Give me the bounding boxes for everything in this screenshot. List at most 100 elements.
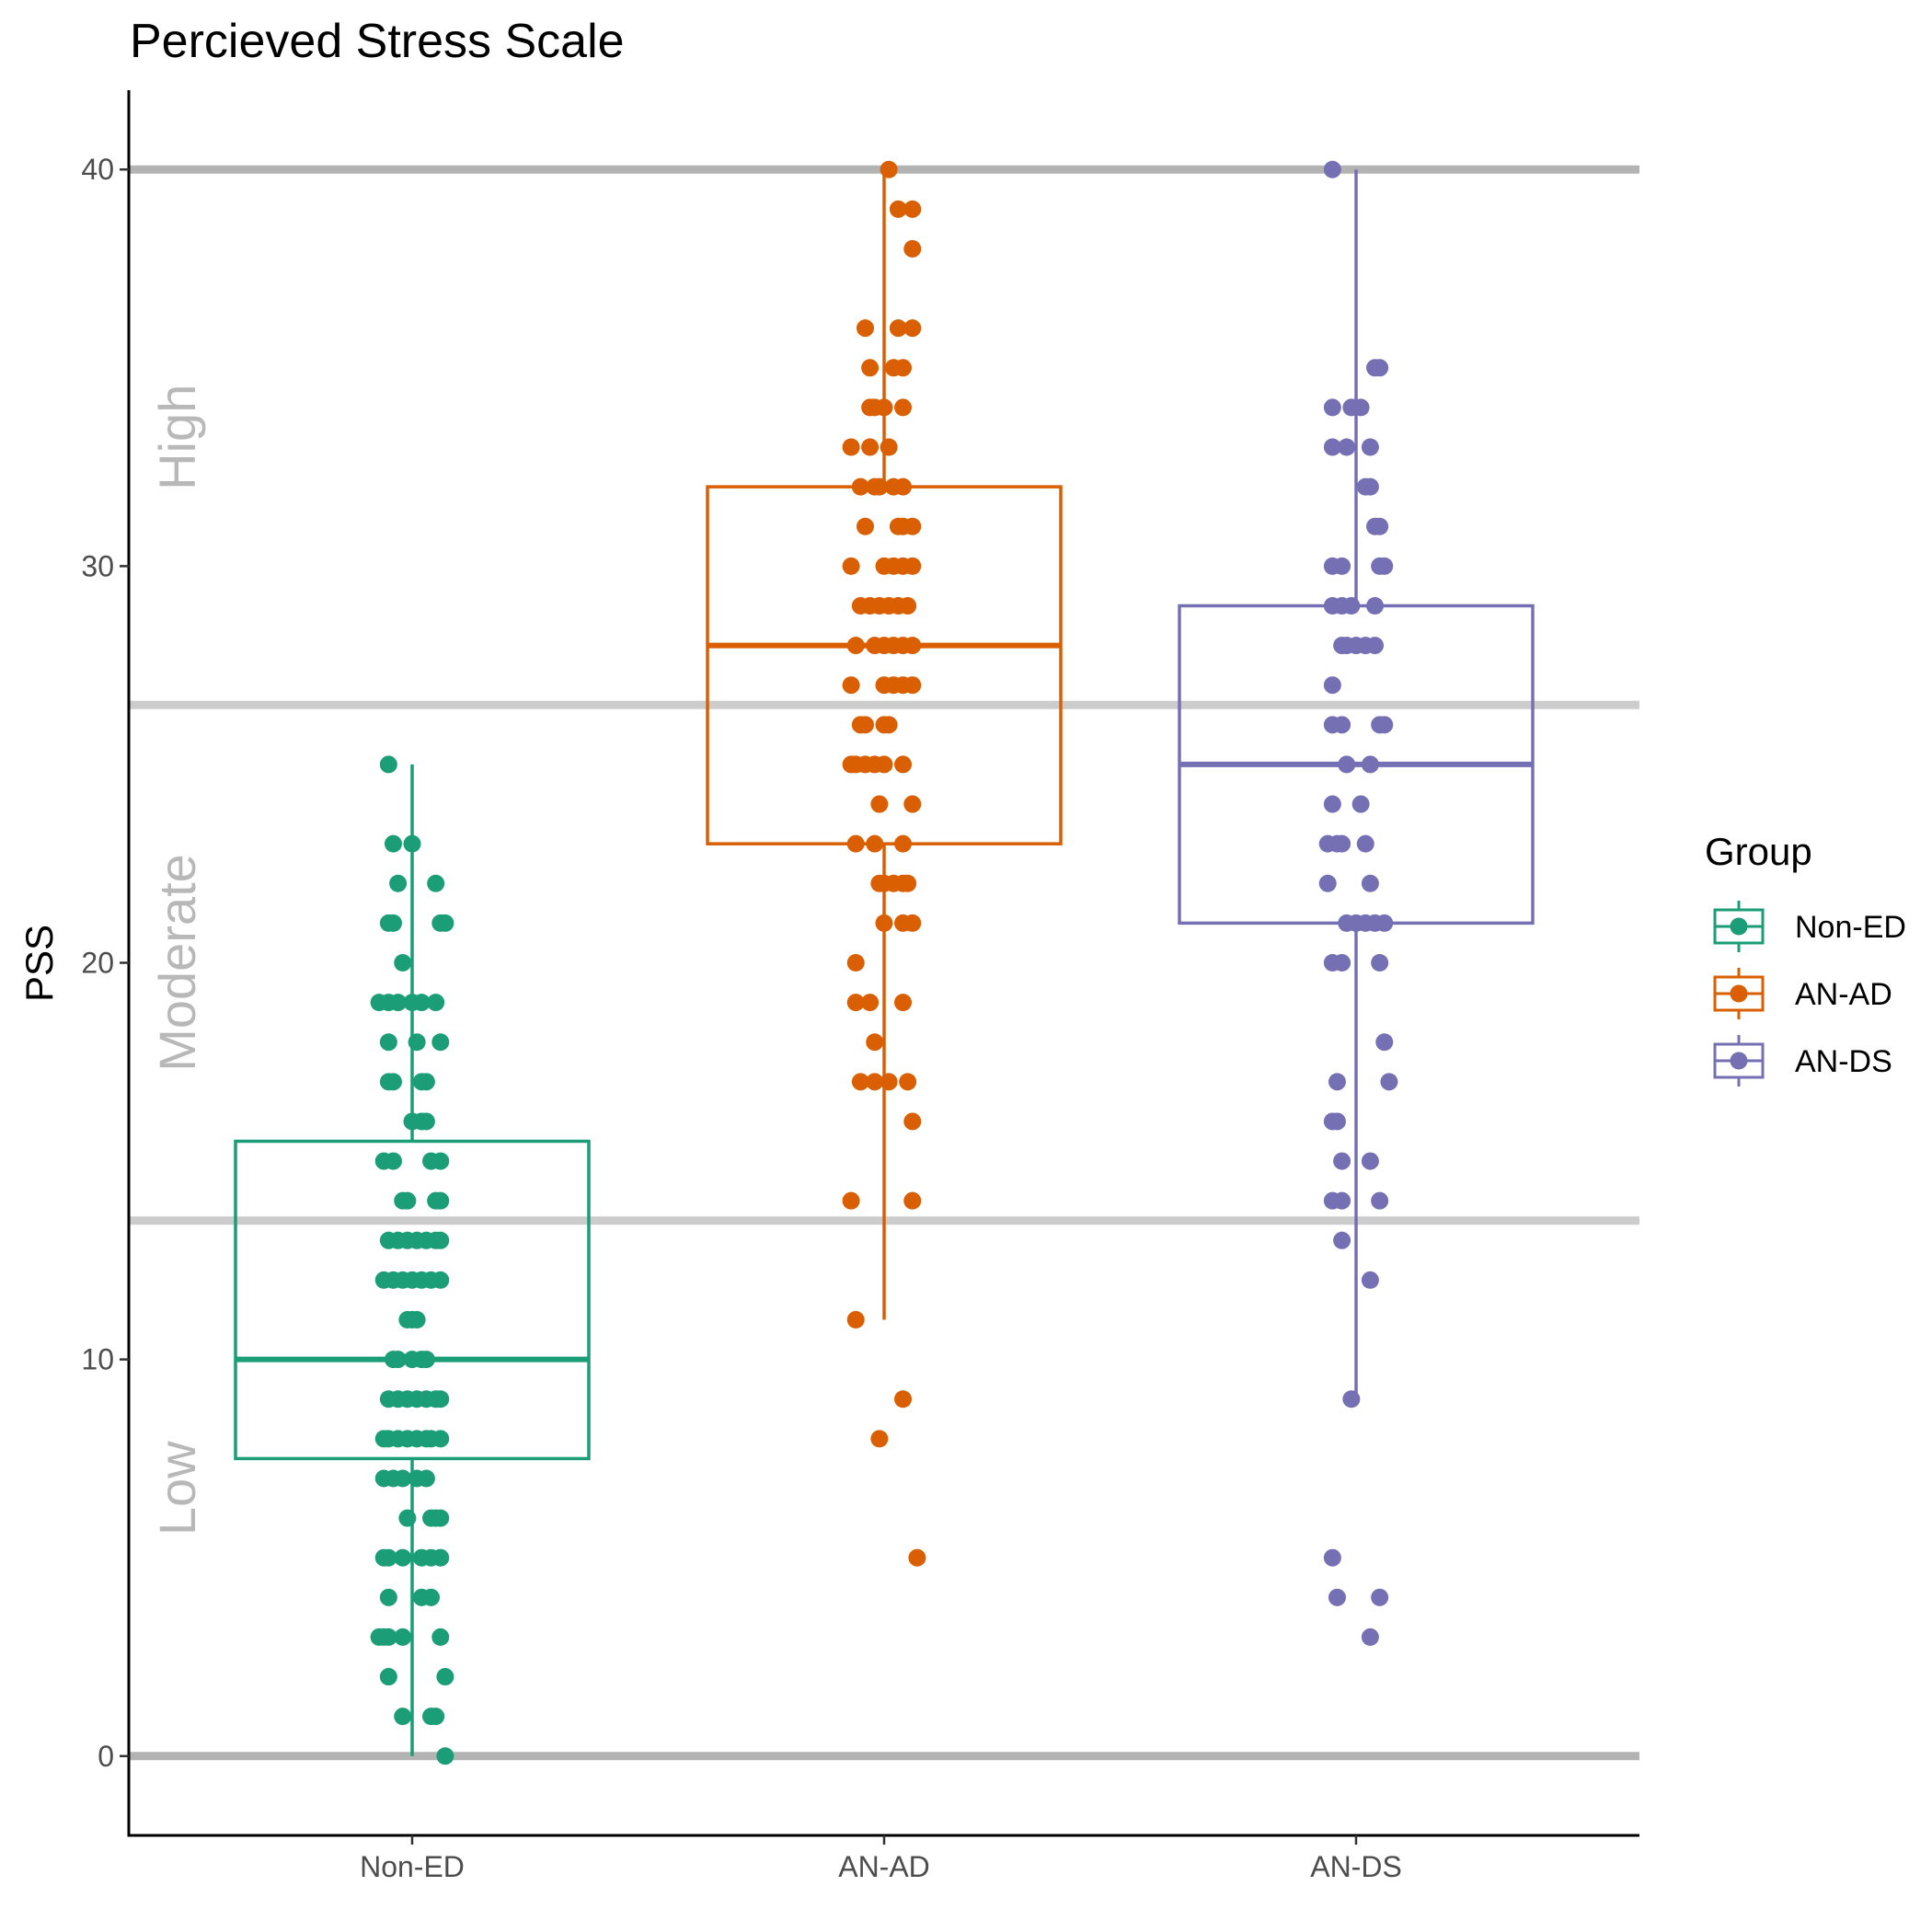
data-point (431, 1231, 450, 1249)
data-point (1361, 755, 1379, 774)
data-point (431, 1271, 450, 1289)
data-point (894, 834, 913, 853)
data-point (422, 1588, 441, 1606)
data-point (894, 755, 913, 774)
data-point (394, 954, 412, 972)
data-point (903, 795, 922, 813)
data-point (899, 596, 917, 615)
data-point (379, 1588, 397, 1606)
data-point (398, 1509, 417, 1527)
data-point (1333, 1191, 1351, 1210)
data-point (851, 1073, 869, 1091)
data-point (1328, 1073, 1346, 1091)
data-point (384, 834, 402, 853)
legend-key-point (1730, 1052, 1748, 1070)
data-point (427, 874, 445, 892)
data-point (431, 1152, 450, 1170)
data-point (1380, 1073, 1398, 1091)
data-point (1375, 1033, 1394, 1052)
data-point (870, 477, 889, 496)
data-point (1375, 716, 1394, 734)
legend-item-non-ed: Non-ED (1713, 901, 1906, 952)
data-point (1371, 954, 1389, 972)
boxplot-an-ad (706, 169, 1063, 1320)
data-point (408, 1033, 426, 1052)
data-point (394, 1469, 412, 1488)
data-point (894, 477, 913, 496)
data-point (431, 1390, 450, 1409)
data-point (846, 1311, 865, 1329)
data-point (880, 1073, 898, 1091)
band-label-high: High (148, 385, 206, 490)
legend-title: Group (1705, 830, 1812, 873)
data-point (894, 994, 913, 1012)
data-point (1328, 1112, 1346, 1131)
data-point (427, 1708, 445, 1726)
data-point (1361, 874, 1379, 892)
box (706, 485, 1063, 845)
data-point (889, 319, 907, 338)
data-point (842, 557, 860, 575)
data-point (1318, 874, 1337, 892)
data-point (903, 319, 922, 338)
data-point (861, 359, 880, 377)
data-point (394, 1548, 412, 1567)
data-point (431, 1627, 450, 1646)
legend-key-point (1730, 984, 1748, 1003)
data-point (403, 834, 421, 853)
data-point (384, 1152, 402, 1170)
data-point (846, 994, 865, 1012)
data-point (398, 1191, 417, 1210)
data-point (1366, 596, 1385, 615)
y-tick-label: 30 (81, 549, 114, 582)
data-point (431, 1191, 450, 1210)
chart-title: Percieved Stress Scale (130, 15, 625, 68)
data-point (880, 716, 898, 734)
data-point (903, 914, 922, 932)
box (234, 1139, 591, 1461)
data-point (1323, 795, 1341, 813)
data-point (875, 398, 893, 417)
data-point (880, 438, 898, 456)
data-point (1361, 477, 1379, 496)
data-point (1333, 834, 1351, 853)
legend-item-an-ds: AN-DS (1713, 1035, 1892, 1087)
data-point (436, 1747, 454, 1765)
data-point (899, 1073, 917, 1091)
data-point (1338, 755, 1356, 774)
data-point (379, 1548, 397, 1567)
legend-label: Non-ED (1795, 910, 1906, 945)
data-point (1323, 438, 1341, 456)
data-point (1351, 398, 1370, 417)
data-point (379, 755, 397, 774)
data-point (861, 994, 880, 1012)
data-point (903, 1112, 922, 1131)
data-point (384, 1073, 402, 1091)
data-point (408, 1311, 426, 1329)
data-point (903, 637, 922, 655)
data-point (894, 398, 913, 417)
data-point (903, 239, 922, 258)
data-point (908, 1548, 926, 1567)
band-label-low: Low (148, 1441, 206, 1535)
band-label-moderate: Moderate (148, 854, 206, 1072)
data-point (379, 1668, 397, 1686)
data-point (846, 637, 865, 655)
legend-item-an-ad: AN-AD (1713, 968, 1892, 1019)
data-point (1333, 954, 1351, 972)
band-labels: Low Moderate High (148, 385, 206, 1535)
data-point (417, 1073, 435, 1091)
data-point (1375, 914, 1394, 932)
x-tick-label: AN-DS (1310, 1850, 1402, 1883)
data-point (379, 1627, 397, 1646)
data-point (431, 1548, 450, 1567)
data-point (1333, 716, 1351, 734)
data-point (903, 557, 922, 575)
legend-label: AN-DS (1795, 1044, 1892, 1079)
data-point (851, 477, 869, 496)
data-point (1366, 637, 1385, 655)
data-point (1361, 438, 1379, 456)
data-point (903, 676, 922, 695)
data-point (417, 1351, 435, 1369)
